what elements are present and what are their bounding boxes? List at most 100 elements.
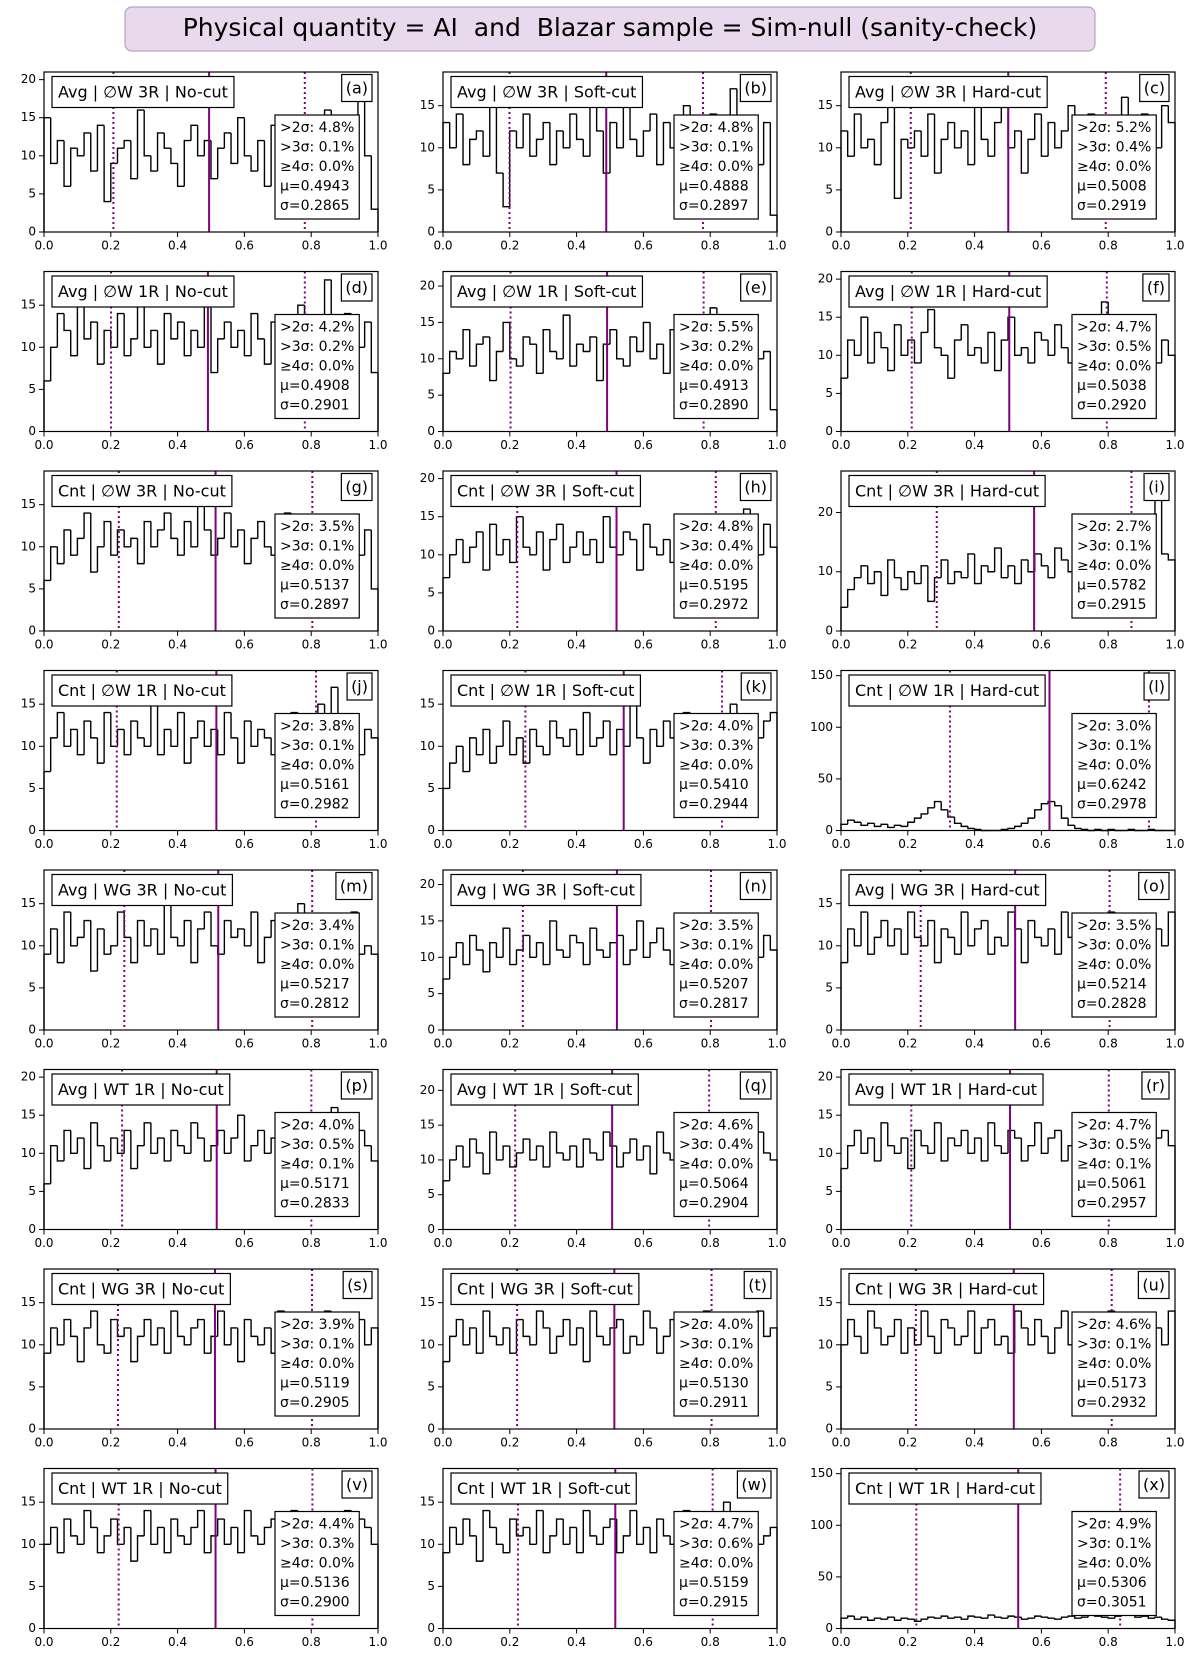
histogram-bin bbox=[495, 942, 504, 958]
y-tick-label: 15 bbox=[21, 110, 36, 124]
histogram-bin bbox=[656, 1131, 664, 1174]
histogram-bin bbox=[555, 1335, 564, 1354]
histogram-bin bbox=[49, 1526, 58, 1545]
histogram-bin bbox=[170, 148, 178, 165]
histogram-bin bbox=[163, 132, 171, 149]
panel-label-box bbox=[340, 1071, 373, 1100]
axes-frame bbox=[442, 71, 778, 233]
x-tick-label: 0.6 bbox=[235, 837, 254, 851]
x-tick-label: 0.2 bbox=[101, 239, 120, 253]
histogram-bin bbox=[649, 322, 657, 360]
histogram-bin bbox=[136, 109, 145, 179]
histogram-bin bbox=[462, 1146, 470, 1168]
histogram-bin bbox=[170, 313, 178, 340]
histogram-bin bbox=[920, 565, 928, 584]
histogram-bin bbox=[143, 520, 151, 564]
histogram-bin bbox=[156, 928, 165, 955]
histogram-bin bbox=[1000, 1617, 1008, 1619]
stats-box bbox=[1071, 912, 1157, 1018]
histogram-bin bbox=[642, 920, 651, 958]
histogram-bin bbox=[1027, 1617, 1035, 1620]
histogram-bin bbox=[642, 321, 651, 352]
histogram-bin bbox=[257, 313, 265, 340]
panel-title: Cnt | ∅W 3R | No-cut bbox=[58, 482, 226, 501]
histogram-bin bbox=[250, 1510, 258, 1537]
x-tick-label: 1.0 bbox=[767, 1635, 786, 1649]
panel-label: (q) bbox=[744, 1076, 767, 1095]
stat-line: μ=0.5214 bbox=[1077, 977, 1147, 993]
x-tick-label: 0.8 bbox=[302, 438, 321, 452]
histogram-bin bbox=[475, 935, 484, 951]
stat-line: σ=0.2932 bbox=[1077, 1395, 1147, 1411]
histogram-bin bbox=[509, 1518, 517, 1553]
histogram-bin bbox=[190, 1327, 198, 1345]
y-tick-label: 0 bbox=[427, 1422, 435, 1436]
stat-line: μ=0.5119 bbox=[280, 1376, 350, 1392]
histogram-bin bbox=[243, 330, 252, 357]
histogram-bin bbox=[967, 1615, 975, 1620]
histogram-bin bbox=[980, 1327, 988, 1354]
stat-line: μ=0.5306 bbox=[1077, 1575, 1147, 1591]
histogram-bin bbox=[76, 148, 85, 157]
histogram-bin bbox=[1140, 1615, 1149, 1618]
x-tick-label: 0.0 bbox=[433, 239, 452, 253]
x-tick-label: 0.4 bbox=[965, 239, 984, 253]
histogram-bin bbox=[920, 130, 928, 157]
histogram-bin bbox=[860, 1616, 868, 1620]
panel-label-box bbox=[739, 73, 772, 103]
histogram-bin bbox=[163, 512, 171, 530]
histogram-bin bbox=[589, 336, 597, 352]
histogram-bin bbox=[110, 521, 118, 556]
histogram-bin bbox=[873, 331, 882, 363]
histogram-bin bbox=[56, 312, 65, 348]
histogram-bin bbox=[96, 546, 105, 573]
histogram-bin bbox=[509, 130, 517, 207]
histogram-bin bbox=[83, 305, 91, 340]
histogram-bin bbox=[893, 1617, 902, 1621]
histogram-bin bbox=[96, 737, 105, 764]
histogram-bin bbox=[110, 945, 118, 955]
panel-label: (l) bbox=[1148, 677, 1165, 696]
histogram-bin bbox=[489, 942, 497, 972]
y-tick-label: 15 bbox=[21, 1295, 36, 1309]
histogram-bin bbox=[163, 1527, 171, 1554]
histogram-bin bbox=[462, 539, 470, 564]
histogram-bin bbox=[629, 531, 637, 541]
histogram-bin bbox=[840, 1167, 848, 1230]
histogram-bin bbox=[1040, 1319, 1049, 1338]
panel-label: (u) bbox=[1142, 1276, 1165, 1295]
histogram-bin bbox=[575, 935, 584, 944]
histogram-bin bbox=[455, 1145, 464, 1160]
histogram-bin bbox=[662, 121, 671, 165]
histogram-bin bbox=[535, 729, 544, 747]
histogram-bin bbox=[1034, 331, 1042, 363]
histogram-bin bbox=[103, 520, 111, 547]
x-tick-label: 0.2 bbox=[898, 1436, 917, 1450]
histogram-bin bbox=[243, 529, 252, 565]
histogram-bin bbox=[880, 1327, 888, 1346]
histogram-bin bbox=[960, 130, 968, 148]
stat-line: >3σ: 0.4% bbox=[1077, 140, 1151, 156]
stat-line: >3σ: 0.3% bbox=[679, 738, 753, 754]
histogram-bin bbox=[183, 1336, 191, 1346]
histogram-bin bbox=[230, 920, 238, 939]
histogram-bin bbox=[649, 1527, 657, 1554]
axes-frame bbox=[442, 470, 778, 632]
histogram-bin bbox=[1020, 928, 1029, 964]
histogram-bin bbox=[63, 712, 71, 747]
histogram-bin bbox=[529, 1527, 537, 1545]
histogram-bin bbox=[509, 721, 517, 756]
x-tick-label: 1.0 bbox=[1165, 837, 1184, 851]
histogram-bin bbox=[622, 1535, 631, 1553]
y-tick-label: 10 bbox=[420, 1337, 435, 1351]
histogram-bin bbox=[156, 330, 165, 365]
panel-label-box bbox=[736, 1470, 772, 1499]
panel-label-box bbox=[346, 672, 373, 701]
histogram-bin bbox=[529, 1336, 537, 1346]
x-tick-label: 1.0 bbox=[368, 239, 387, 253]
histogram-bin bbox=[1027, 138, 1035, 174]
histogram-bin bbox=[495, 350, 504, 381]
panel-title: Avg | ∅W 1R | Soft-cut bbox=[457, 282, 636, 301]
stat-line: >3σ: 0.1% bbox=[679, 140, 753, 156]
stat-line: σ=0.2944 bbox=[679, 797, 749, 813]
